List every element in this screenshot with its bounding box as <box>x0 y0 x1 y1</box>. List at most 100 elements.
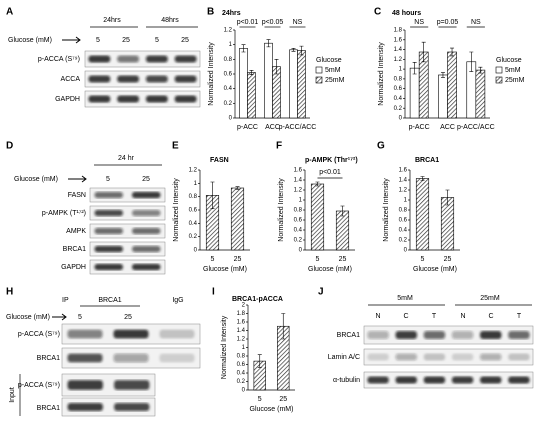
y-tick-label: 1.4 <box>294 178 303 184</box>
band <box>94 245 123 253</box>
bar <box>409 67 420 119</box>
blot-frame <box>89 187 166 203</box>
x-tick-label: 25 <box>234 256 242 263</box>
panel-letter: I <box>212 287 215 298</box>
panel-letter: H <box>6 287 13 298</box>
lane-label: N <box>460 313 465 320</box>
band <box>117 75 140 83</box>
blot-frame <box>61 373 156 397</box>
error-bar <box>210 181 215 209</box>
band <box>67 380 103 390</box>
legend-swatch <box>315 66 323 74</box>
row-label: BRCA1 <box>63 246 86 253</box>
row-label: ACCA <box>61 76 81 83</box>
chart-title: p-AMPK (Thr¹⁷²) <box>305 157 358 164</box>
bar <box>415 178 430 251</box>
error-bar <box>235 186 240 190</box>
group-label: 24 hr <box>118 155 135 162</box>
y-tick-label: 0.4 <box>294 228 303 234</box>
y-tick-label: 0.8 <box>399 208 408 214</box>
lane-label: N <box>375 313 380 320</box>
row-label: p-ACCA (S⁷⁹) <box>38 56 80 63</box>
band <box>480 353 502 361</box>
y-tick-label: 0.6 <box>224 72 233 78</box>
legend-swatch <box>495 66 503 74</box>
band <box>88 75 111 83</box>
band <box>132 263 161 271</box>
x-tick-label: 25 <box>339 256 347 263</box>
y-tick-label: 0.8 <box>294 208 303 214</box>
y-tick-label: 0.2 <box>224 101 233 107</box>
panel-letter: E <box>172 141 179 152</box>
x-axis-label: Glucose (mM) <box>413 266 457 273</box>
x-axis-label: Glucose (mM) <box>308 266 352 273</box>
band <box>132 227 161 235</box>
row-label: p-ACCA (S⁷⁹) <box>18 382 60 389</box>
x-tick-label: 5 <box>211 256 215 263</box>
band <box>159 353 195 363</box>
lane-label: C <box>403 313 408 320</box>
band <box>367 353 389 361</box>
x-tick-label: p-ACC/ACC <box>279 124 317 131</box>
arrow <box>68 175 87 183</box>
band <box>88 95 111 103</box>
error-bar <box>420 176 425 181</box>
panel-letter: F <box>276 141 282 152</box>
y-tick-label: 0.6 <box>294 218 303 224</box>
row-label: p-AMPK (T¹⁷²) <box>42 210 86 217</box>
y-axis-label: Normalized Intensity <box>208 42 215 106</box>
y-tick-label: 0.4 <box>189 221 198 227</box>
panel-letter: A <box>6 7 13 18</box>
bar <box>440 197 455 251</box>
band <box>132 245 161 253</box>
y-tick-label: 1.4 <box>394 47 403 53</box>
error-bar <box>445 189 450 206</box>
y-tick-label: 1.2 <box>394 57 403 63</box>
row-label: α-tubulin <box>333 377 360 384</box>
y-tick-label: 0.2 <box>394 106 403 112</box>
chart-title: 24hrs <box>222 10 241 17</box>
y-tick-label: 1.2 <box>399 188 408 194</box>
annotation: p<0.01 <box>319 169 341 176</box>
band <box>508 331 530 339</box>
y-tick-label: 0 <box>399 116 403 122</box>
ip-label: IP <box>62 297 69 304</box>
y-tick-label: 1.2 <box>224 28 233 34</box>
lane-label: 5 <box>155 37 159 44</box>
group-label: IgG <box>172 297 183 304</box>
panel-letter: D <box>6 141 13 152</box>
blot-panel-h: H IP BRCA1 IgG Glucose (mM) 5 25 p-ACCA … <box>6 287 184 416</box>
row-label: BRCA1 <box>37 405 60 412</box>
arrow <box>62 36 81 44</box>
y-tick-label: 0.4 <box>399 228 408 234</box>
band <box>174 95 197 103</box>
band <box>132 209 161 217</box>
error-bar <box>291 48 296 52</box>
band <box>451 331 474 339</box>
legend-label: 25mM <box>325 77 345 84</box>
lane-label: C <box>488 313 493 320</box>
bar <box>230 187 245 251</box>
y-tick-label: 0.8 <box>189 194 198 200</box>
x-axis-label: Glucose (mM) <box>203 266 247 273</box>
y-tick-label: 0.6 <box>237 362 246 368</box>
y-tick-label: 0.4 <box>237 371 246 377</box>
y-tick-label: 1 <box>242 345 246 351</box>
bar <box>335 210 350 251</box>
band <box>67 403 103 411</box>
y-tick-label: 1 <box>194 181 198 187</box>
y-tick-label: 1 <box>229 42 233 48</box>
annotation: p<0.01 <box>237 19 259 26</box>
y-tick-label: 0 <box>242 388 246 394</box>
lane-label: T <box>517 313 522 320</box>
y-axis-label: Normalized Intensity <box>378 42 385 106</box>
y-tick-label: 1.8 <box>394 28 403 34</box>
blot-frame <box>61 397 156 417</box>
y-tick-label: 1 <box>399 67 403 73</box>
y-tick-label: 0 <box>299 248 303 254</box>
lead-label: Glucose (mM) <box>14 176 58 183</box>
error-bar <box>281 313 286 340</box>
band <box>67 353 103 363</box>
band <box>114 403 150 411</box>
